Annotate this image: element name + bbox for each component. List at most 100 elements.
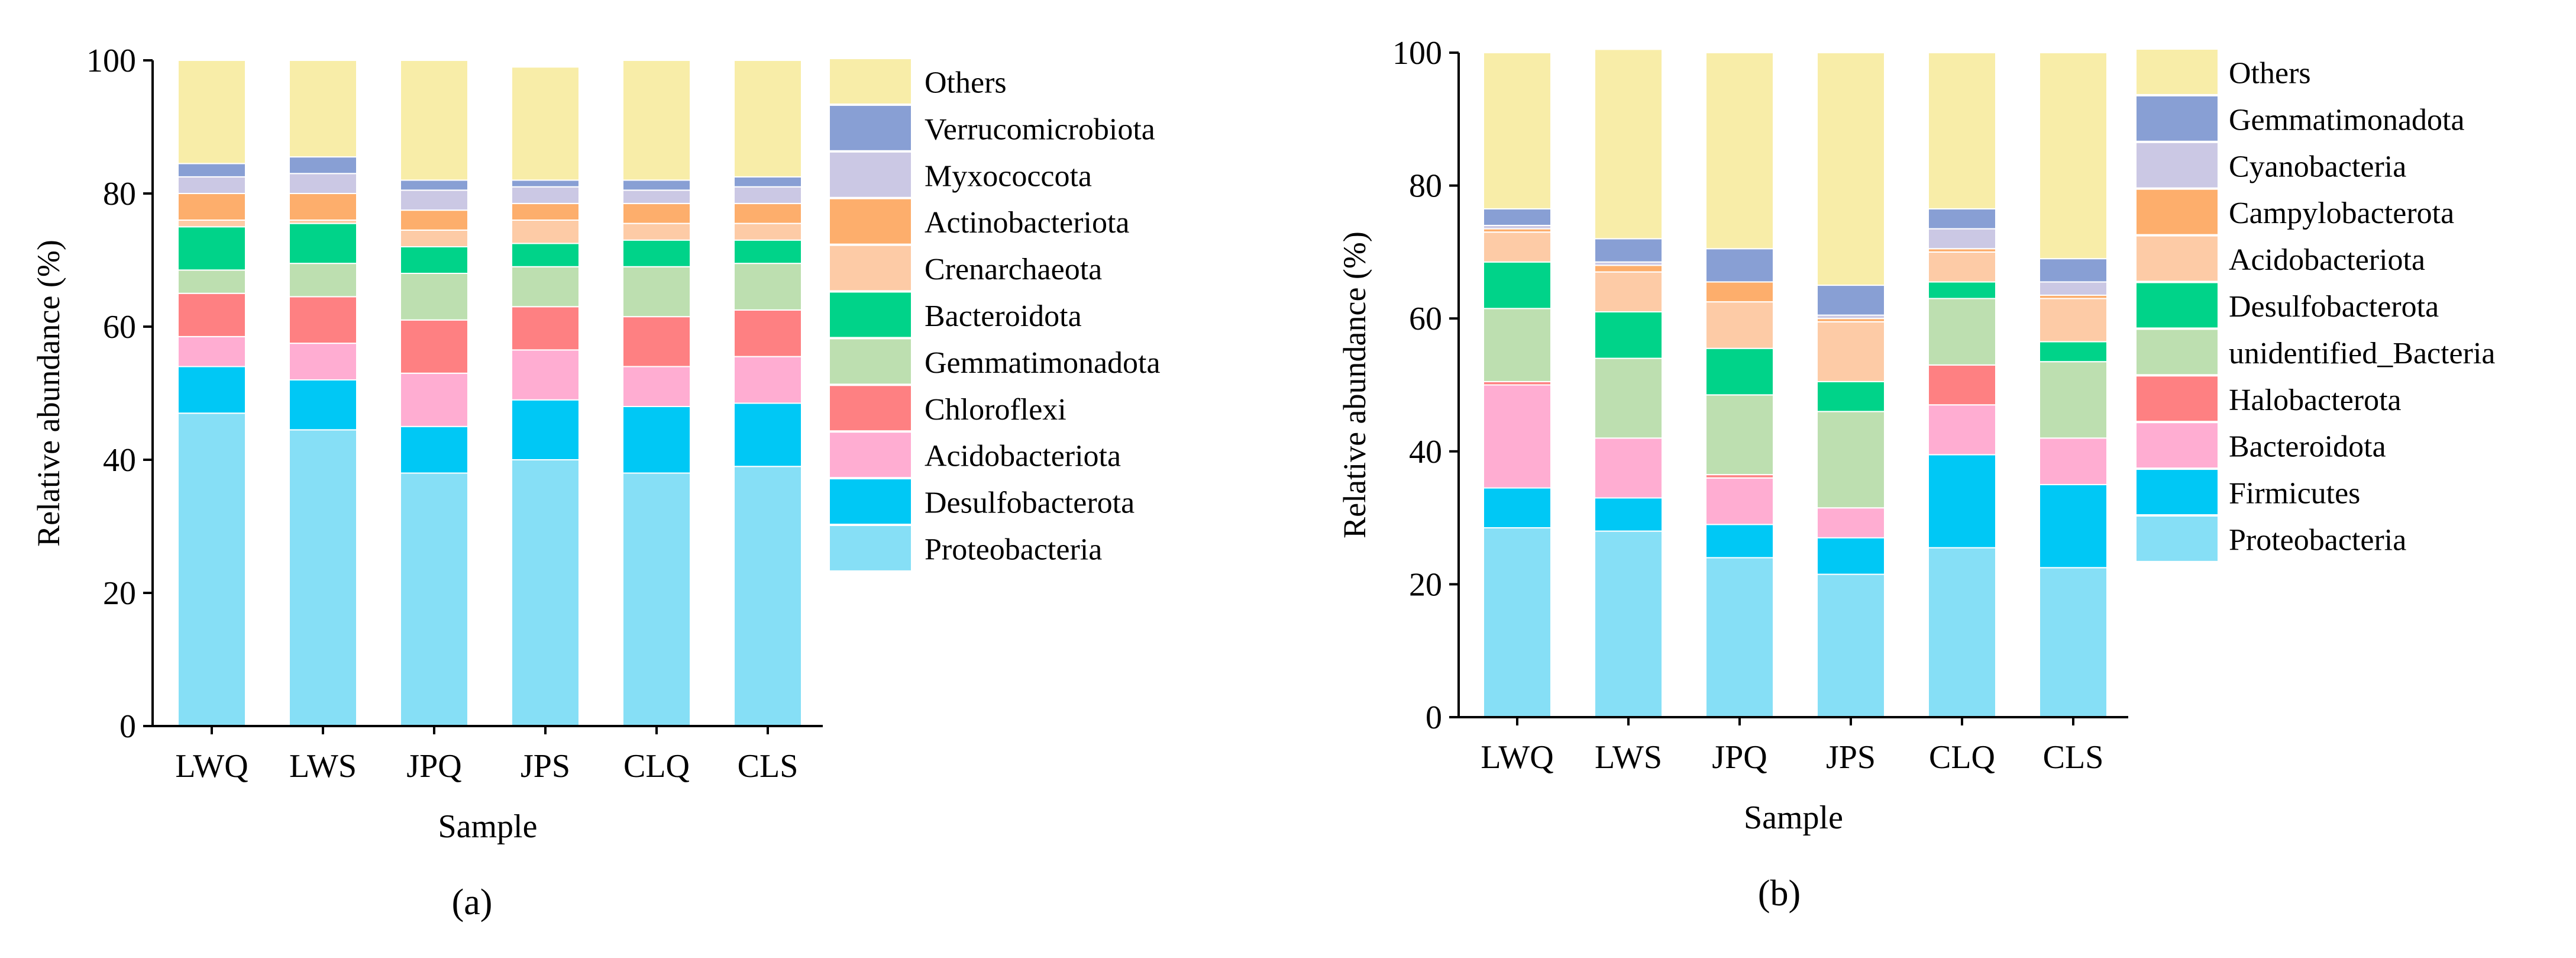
bar-segment bbox=[733, 60, 802, 178]
x-tick-label: JPS bbox=[521, 748, 570, 785]
bar-segment bbox=[1594, 271, 1663, 312]
y-tick-label: 40 bbox=[103, 442, 136, 479]
bar-segment bbox=[622, 406, 691, 474]
bar-segment bbox=[289, 379, 357, 431]
legend-swatch bbox=[2137, 236, 2218, 281]
bar-segment bbox=[1928, 364, 1996, 406]
bar-segment bbox=[400, 209, 468, 231]
bar-segment bbox=[177, 163, 246, 178]
bar-segment bbox=[1817, 573, 1885, 718]
bar-segment bbox=[511, 220, 580, 244]
y-axis-label: Relative abundance (%) bbox=[31, 240, 66, 547]
legend-label: Others bbox=[2229, 56, 2311, 90]
bar-segment bbox=[177, 269, 246, 294]
legend-label: Gemmatimonadota bbox=[925, 346, 1161, 380]
bar-segment bbox=[289, 296, 357, 344]
bar-segment bbox=[1483, 527, 1552, 718]
bar-segment bbox=[2039, 258, 2108, 283]
bar-segment bbox=[2039, 437, 2108, 485]
bar-segment bbox=[177, 336, 246, 367]
bar-segment bbox=[733, 263, 802, 311]
bar-segment bbox=[1594, 530, 1663, 718]
legend-swatch bbox=[830, 433, 911, 478]
y-tick-label: 80 bbox=[1409, 168, 1442, 205]
bar-segment bbox=[1483, 487, 1552, 528]
y-tick-label: 100 bbox=[1392, 35, 1442, 72]
legend-label: Others bbox=[925, 66, 1007, 99]
bar-segment bbox=[2039, 281, 2108, 296]
bar-segment bbox=[511, 202, 580, 221]
bar-segment bbox=[1928, 454, 1996, 549]
bar-segment bbox=[400, 472, 468, 727]
bar-segment bbox=[1705, 524, 1774, 559]
y-tick-label: 60 bbox=[103, 309, 136, 346]
bar-segment bbox=[177, 220, 246, 228]
legend-swatch bbox=[830, 246, 911, 291]
x-tick-label: CLQ bbox=[1929, 739, 1995, 776]
bar-segment bbox=[2039, 361, 2108, 439]
bar-segment bbox=[289, 193, 357, 221]
bar-segment bbox=[177, 226, 246, 271]
y-tick-label: 100 bbox=[86, 43, 136, 79]
legend-label: Chloroflexi bbox=[925, 393, 1066, 427]
bar-segment bbox=[289, 429, 357, 727]
x-tick-label: LWS bbox=[1595, 739, 1662, 776]
bar-segment bbox=[1483, 308, 1552, 382]
bar-segment bbox=[177, 60, 246, 164]
legend-swatch bbox=[830, 386, 911, 431]
x-axis-label: Sample bbox=[438, 808, 538, 845]
bar-segment bbox=[400, 189, 468, 211]
bar-segment bbox=[511, 243, 580, 267]
bar-segment bbox=[733, 186, 802, 204]
bar-segment bbox=[733, 466, 802, 727]
legend-label: Cyanobacteria bbox=[2229, 150, 2406, 183]
panel-a: (a) Relative abundance (%) Sample LWQ LWS… bbox=[31, 43, 1161, 922]
legend-swatch bbox=[830, 152, 911, 197]
bar-segment bbox=[733, 402, 802, 467]
legend-label: Actinobacteriota bbox=[925, 206, 1130, 240]
legend-label: Myxococcota bbox=[925, 159, 1092, 193]
legend-label: Firmicutes bbox=[2229, 477, 2360, 511]
legend-swatch bbox=[2137, 50, 2218, 94]
bar-segment bbox=[1594, 437, 1663, 499]
bar-segment bbox=[622, 202, 691, 224]
bar-segment bbox=[733, 222, 802, 241]
x-tick-label: LWS bbox=[289, 748, 357, 785]
bar-segment bbox=[289, 263, 357, 298]
bar-segment bbox=[289, 60, 357, 158]
bar-segment bbox=[1928, 298, 1996, 366]
bar-segment bbox=[1817, 380, 1885, 412]
legend-swatch bbox=[2137, 423, 2218, 468]
bar-segment bbox=[622, 179, 691, 191]
bar-segment bbox=[1705, 347, 1774, 396]
panel-caption: (b) bbox=[1758, 873, 1801, 914]
panel-caption: (a) bbox=[452, 882, 493, 922]
bar-segment bbox=[1594, 238, 1663, 263]
bar-segment bbox=[511, 266, 580, 308]
bar-segment bbox=[289, 222, 357, 265]
bar-segment bbox=[733, 309, 802, 357]
bar-segment bbox=[622, 60, 691, 181]
bar-segment bbox=[2039, 52, 2108, 260]
legend-swatch bbox=[2137, 470, 2218, 514]
legend-swatch bbox=[830, 59, 911, 104]
legend-swatch bbox=[830, 199, 911, 244]
y-tick-label: 20 bbox=[103, 575, 136, 612]
bar-segment bbox=[733, 202, 802, 224]
legend-label: Acidobacteriota bbox=[925, 440, 1121, 473]
bar-segment bbox=[511, 399, 580, 460]
bar-segment bbox=[1594, 49, 1663, 240]
bar-segment bbox=[1594, 265, 1663, 273]
x-tick-label: JPQ bbox=[406, 748, 461, 785]
legend-swatch bbox=[830, 105, 911, 150]
y-tick-label: 0 bbox=[119, 708, 136, 745]
legend-label: Campylobacterota bbox=[2229, 196, 2454, 230]
x-tick-label: JPQ bbox=[1712, 739, 1767, 776]
bar-segment bbox=[400, 229, 468, 247]
bar-segment bbox=[289, 156, 357, 175]
x-tick-label: CLS bbox=[2043, 739, 2104, 776]
bar-segment bbox=[1705, 52, 1774, 250]
bar-segment bbox=[1817, 537, 1885, 575]
bar-segment bbox=[289, 343, 357, 380]
